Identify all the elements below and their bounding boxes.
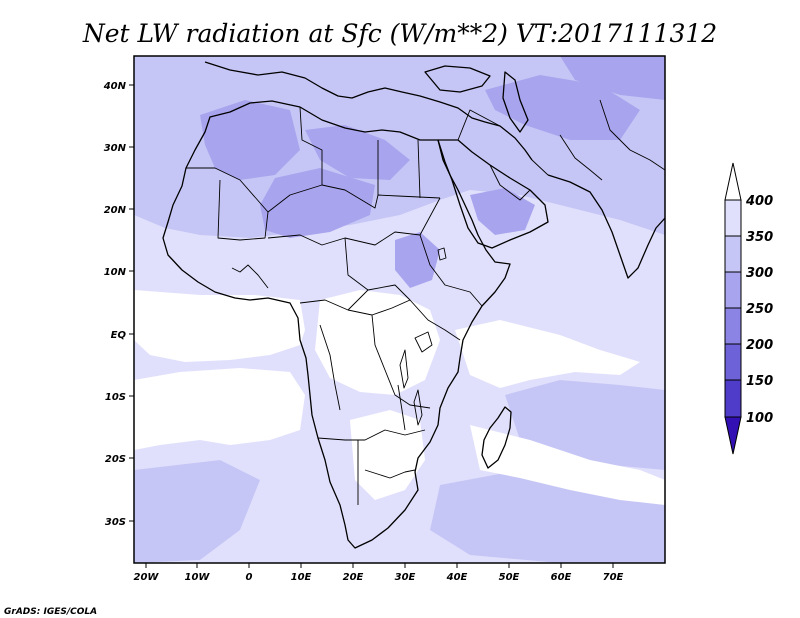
black-sea-coast	[424, 65, 491, 93]
colorbar-top-arrow	[724, 162, 742, 201]
lon-label-50e: 50E	[499, 572, 520, 583]
coastlines	[162, 61, 665, 549]
colorbar-label-400: 400	[745, 194, 773, 209]
field-south-ocean	[134, 460, 260, 563]
field-southern-africa	[350, 410, 425, 500]
india-coast	[547, 174, 665, 279]
field-sahara-west	[200, 100, 300, 180]
madagascar-coast	[481, 406, 512, 469]
lat-label-10n: 10N	[104, 267, 127, 278]
lon-axis: 20W 10W 0 10E 20E 30E 40E 50E 60E 70E	[134, 563, 624, 583]
lakes	[399, 247, 447, 426]
colorbar-label-150: 150	[746, 374, 773, 389]
lat-label-40n: 40N	[103, 81, 127, 92]
colorbar-box-300-350	[724, 235, 742, 273]
map-title: Net LW radiation at Sfc (W/m**2) VT:2017…	[82, 19, 717, 48]
field-central-africa	[395, 232, 440, 288]
lon-label-40e: 40E	[446, 572, 468, 583]
plot-frame	[133, 55, 666, 564]
lon-label-30e: 30E	[395, 572, 416, 583]
colorbar-box-200-250	[724, 307, 742, 345]
country-borders	[186, 99, 665, 505]
field-sw-ocean	[470, 425, 665, 505]
colorbar-label-350: 350	[746, 230, 773, 245]
field-sahara-central	[260, 168, 375, 238]
europe-coast	[204, 61, 533, 161]
field-iran	[485, 75, 640, 140]
lat-label-30s: 30S	[105, 517, 126, 528]
colorbar: 400 350 300 250 200 150 100	[724, 162, 773, 455]
colorbar-box-100-150	[724, 379, 742, 418]
lat-label-eq: EQ	[111, 330, 127, 341]
lat-axis: 40N 30N 20N 10N EQ 10S 20S 30S	[103, 81, 134, 528]
field-south-atlantic	[134, 368, 305, 450]
field-gulf-guinea	[134, 290, 305, 362]
colorbar-label-100: 100	[746, 411, 773, 426]
lon-label-20e: 20E	[343, 572, 364, 583]
lon-label-70e: 70E	[603, 572, 624, 583]
field-arabia	[470, 188, 535, 235]
colorbar-box-150-200	[724, 343, 742, 381]
colorbar-box-250-300	[724, 271, 742, 309]
field-kazakh	[560, 56, 665, 100]
field-west-indian	[455, 320, 640, 388]
lon-label-10w: 10W	[185, 572, 211, 583]
grads-credit: GrADS: IGES/COLA	[4, 607, 97, 617]
lon-label-10e: 10E	[291, 572, 312, 583]
lon-label-20w: 20W	[134, 572, 160, 583]
field-libya	[305, 125, 410, 180]
lat-label-30n: 30N	[104, 143, 127, 154]
lon-label-0: 0	[246, 572, 253, 583]
arabia-coast	[437, 139, 549, 249]
colorbar-bottom-arrow	[724, 416, 742, 455]
colorbar-label-250: 250	[746, 302, 773, 317]
lon-label-60e: 60E	[551, 572, 572, 583]
colorbar-label-200: 200	[746, 338, 773, 353]
field-congo-basin	[315, 290, 440, 395]
colorbar-label-300: 300	[746, 266, 773, 281]
colorbar-box-350-400	[724, 199, 742, 237]
lat-label-10s: 10S	[105, 392, 126, 403]
caspian-coast	[502, 71, 529, 133]
lat-label-20n: 20N	[104, 205, 127, 216]
map-plot: 20W 10W 0 10E 20E 30E 40E 50E 60E 70E 40…	[103, 55, 666, 583]
lat-label-20s: 20S	[105, 454, 126, 465]
